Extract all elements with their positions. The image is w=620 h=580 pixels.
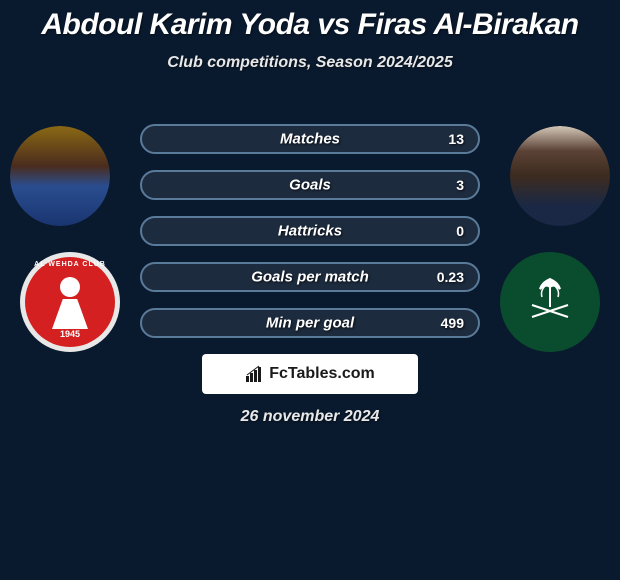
stat-value-right: 3 bbox=[456, 177, 464, 193]
avatar-image-left bbox=[10, 126, 110, 226]
stat-label: Min per goal bbox=[266, 315, 354, 332]
stat-value-right: 13 bbox=[448, 131, 464, 147]
stat-label: Goals bbox=[289, 177, 331, 194]
club-left-emblem: AL WEHDA CLUB 1945 bbox=[25, 257, 115, 347]
chart-icon bbox=[245, 365, 263, 383]
saudi-emblem-icon bbox=[515, 267, 585, 337]
player-avatar-right bbox=[510, 126, 610, 226]
avatar-image-right bbox=[510, 126, 610, 226]
stat-label: Hattricks bbox=[278, 223, 342, 240]
crossed-swords-icon bbox=[530, 303, 570, 319]
club-badge-left: AL WEHDA CLUB 1945 bbox=[20, 252, 120, 352]
club-left-year: 1945 bbox=[60, 329, 80, 339]
watermark[interactable]: FcTables.com bbox=[202, 354, 418, 394]
stat-value-right: 0.23 bbox=[437, 269, 464, 285]
stat-value-right: 499 bbox=[441, 315, 464, 331]
club-right-emblem bbox=[515, 267, 585, 337]
page-title: Abdoul Karim Yoda vs Firas Al-Birakan bbox=[0, 8, 620, 42]
stat-row-goals: Goals 3 bbox=[140, 170, 480, 200]
comparison-card: Abdoul Karim Yoda vs Firas Al-Birakan Cl… bbox=[0, 0, 620, 580]
stat-label: Matches bbox=[280, 131, 340, 148]
stat-label: Goals per match bbox=[251, 269, 369, 286]
stat-row-hattricks: Hattricks 0 bbox=[140, 216, 480, 246]
club-left-name: AL WEHDA CLUB bbox=[34, 261, 106, 268]
subtitle: Club competitions, Season 2024/2025 bbox=[0, 54, 620, 72]
stat-value-right: 0 bbox=[456, 223, 464, 239]
player-avatar-left bbox=[10, 126, 110, 226]
stat-row-goals-per-match: Goals per match 0.23 bbox=[140, 262, 480, 292]
watermark-text: FcTables.com bbox=[269, 365, 375, 383]
stat-row-matches: Matches 13 bbox=[140, 124, 480, 154]
stat-row-min-per-goal: Min per goal 499 bbox=[140, 308, 480, 338]
stats-area: Matches 13 Goals 3 Hattricks 0 Goals per… bbox=[140, 124, 480, 354]
club-badge-right bbox=[500, 252, 600, 352]
date-label: 26 november 2024 bbox=[241, 408, 380, 426]
